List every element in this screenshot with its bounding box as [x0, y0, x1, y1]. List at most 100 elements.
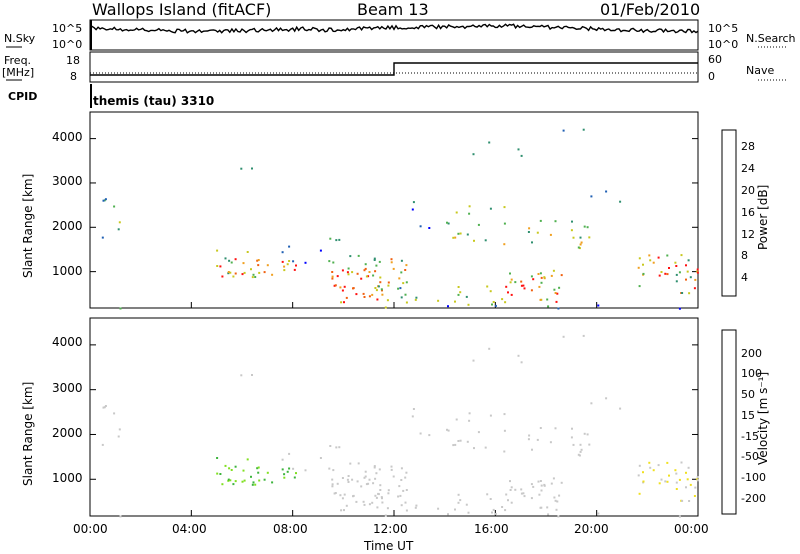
xtick-5: 20:00: [574, 522, 609, 536]
velocity-range-cell: [405, 471, 408, 474]
power-range-cell: [230, 261, 233, 264]
power-range-cell: [266, 264, 269, 267]
velocity-range-cell: [328, 467, 331, 470]
velocity-range-cell: [652, 469, 655, 472]
velocity-range-cell: [364, 475, 367, 478]
power-range-cell: [689, 276, 692, 279]
power-range-cell: [304, 261, 307, 264]
velocity-range-cell: [457, 493, 460, 496]
velocity-range-cell: [528, 434, 531, 437]
power-range-cell: [252, 273, 255, 276]
power-range-cell: [373, 257, 376, 260]
velocity-cbar-tick-m50: -50: [741, 450, 759, 463]
power-range-cell: [368, 295, 371, 298]
velocity-range-cell: [347, 481, 350, 483]
velocity-range-cell: [556, 500, 559, 503]
power-range-cell: [331, 275, 334, 278]
velocity-range-cell: [446, 428, 448, 431]
velocity-range-cell: [488, 347, 491, 350]
power-range-cell: [696, 268, 699, 271]
velocity-range-cell: [411, 415, 414, 418]
nsearch-tick-top: 10^5: [708, 22, 739, 35]
power-range-cell: [509, 272, 511, 275]
velocity-range-cell: [642, 471, 644, 474]
power-range-cell: [459, 232, 462, 235]
velocity-range-cell: [455, 418, 458, 421]
power-range-cell: [578, 247, 581, 250]
power-range-cell: [520, 280, 523, 283]
power-range-cell: [360, 277, 363, 280]
velocity-range-cell: [681, 499, 684, 502]
power-range-cell: [377, 285, 380, 288]
velocity-range-cell: [675, 488, 678, 490]
power-range-cell: [539, 272, 542, 275]
cpid-value: themis (tau) 3310: [93, 94, 215, 108]
power-range-cell: [104, 198, 107, 201]
velocity-range-cell: [243, 479, 246, 482]
velocity-range-cell: [346, 478, 349, 481]
power-range-cell: [338, 238, 341, 241]
power-range-cell: [554, 292, 557, 294]
power-range-cell: [376, 298, 379, 301]
power-range-cell: [242, 262, 245, 265]
power-range-cell: [465, 295, 468, 298]
velocity-range-cell: [539, 506, 542, 509]
power-range-cell: [457, 232, 460, 235]
power-range-cell: [686, 270, 689, 273]
power-range-cell: [397, 287, 400, 290]
power-range-cell: [340, 301, 343, 304]
velocity-range-cell: [678, 478, 681, 481]
power-range-cell: [113, 205, 116, 208]
power-range-cell: [221, 275, 224, 278]
power-range-cell: [675, 265, 678, 267]
power-range-cell: [554, 220, 557, 223]
velocity-range-cell: [514, 488, 517, 491]
velocity-range-cell: [381, 497, 383, 500]
power-range-cell: [232, 275, 235, 278]
power-range-cell: [335, 239, 338, 242]
velocity-range-cell: [539, 427, 542, 429]
power-range-cell: [668, 267, 670, 269]
power-range-cell: [384, 306, 387, 309]
power-range-cell: [530, 275, 533, 278]
velocity-range-cell: [537, 480, 540, 483]
velocity-range-cell: [400, 504, 403, 507]
velocity-range-cell: [668, 474, 670, 477]
power-range-cell: [375, 264, 378, 267]
power-range-cell: [489, 207, 492, 210]
velocity-range-cell: [459, 439, 462, 442]
velocity-range-cell: [345, 504, 348, 507]
power-range-cell: [452, 236, 455, 239]
velocity-range-cell: [341, 497, 344, 500]
velocity-range-cell: [696, 479, 699, 482]
power-range-cell: [666, 273, 669, 276]
power-range-cell: [234, 258, 237, 261]
velocity-range-cell: [507, 499, 509, 502]
velocity-range-cell: [666, 461, 669, 464]
velocity-range-cell: [510, 486, 513, 489]
power-cbar-tick-24: 24: [741, 162, 755, 175]
velocity-range-cell: [447, 429, 450, 432]
velocity-range-cell: [605, 397, 608, 400]
velocity-range-cell: [377, 493, 380, 496]
xtick-4: 16:00: [474, 522, 509, 536]
power-range-cell: [228, 259, 231, 262]
station-title: Wallops Island (fitACF): [92, 0, 272, 19]
velocity-range-cell: [339, 494, 342, 497]
power-range-cell: [579, 243, 582, 246]
power-range-cell: [347, 267, 350, 270]
xtick-3: 12:00: [373, 522, 408, 536]
power-range-cell: [404, 293, 407, 296]
power-range-cell: [216, 249, 219, 252]
power-range-cell: [537, 273, 540, 275]
power-range-cell: [387, 281, 390, 284]
velocity-range-cell: [304, 469, 307, 472]
velocity-colorbar-frame: [721, 329, 737, 515]
nsky-tick-bottom: 10^0: [52, 38, 83, 51]
power-range-cell: [674, 261, 677, 264]
power-range-cell: [405, 281, 408, 284]
velocity-range-cell: [489, 498, 492, 500]
power-range-cell: [356, 272, 359, 275]
velocity-range-cell: [365, 483, 368, 486]
velocity-range-cell: [331, 483, 334, 486]
